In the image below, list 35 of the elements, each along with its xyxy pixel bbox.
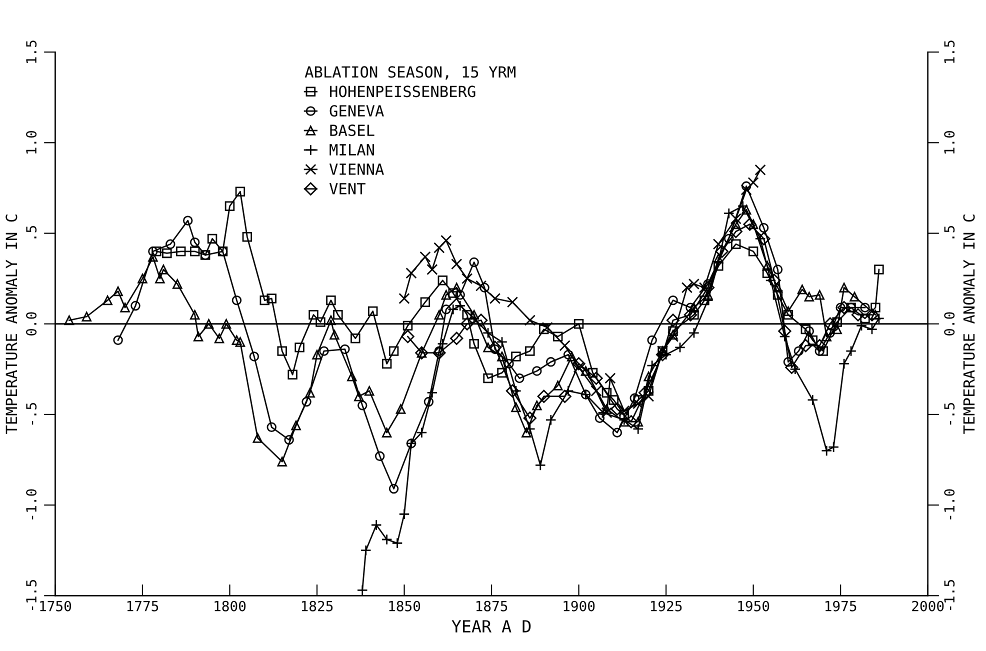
- x-tick-label: 1975: [826, 600, 856, 612]
- y2-tick-label: -.5: [944, 403, 955, 425]
- y2-tick-label: -1.0: [944, 489, 955, 520]
- legend-label: BASEL: [330, 124, 374, 136]
- x-axis-title: YEAR A D: [452, 620, 531, 632]
- y2-tick-label: 0.0: [944, 312, 955, 336]
- y-tick-label: .5: [26, 226, 37, 238]
- x-tick-label: 2000: [912, 600, 944, 612]
- x-tick-label: 1925: [650, 600, 682, 612]
- y2-tick-label: .5: [944, 226, 955, 238]
- x-tick-label: 1850: [389, 600, 420, 612]
- x-tick-label: 1800: [214, 600, 246, 612]
- y2-tick-label: -1.5: [944, 580, 955, 610]
- y-tick-label: -1.0: [26, 489, 37, 520]
- x-tick-label: 1875: [476, 600, 508, 612]
- y-tick-label: -1.5: [26, 580, 37, 610]
- y-tick-label: -.5: [26, 403, 37, 425]
- y-tick-label: 1.0: [26, 131, 37, 154]
- y2-tick-label: 1.0: [944, 131, 955, 154]
- legend-label: VIENNA: [329, 164, 384, 175]
- y-tick-label: 1.5: [26, 40, 37, 63]
- y-axis-title: TEMPERATURE ANOMALY IN C: [6, 214, 18, 434]
- legend-label: GENEVA: [330, 105, 384, 117]
- y2-tick-label: 1.5: [944, 40, 955, 63]
- x-tick-label: 1750: [40, 600, 72, 612]
- legend-label: MILAN: [330, 144, 374, 156]
- legend-title: ABLATION SEASON, 15 YRM: [304, 66, 516, 80]
- legend-label: HOHENPEISSENBERG: [330, 86, 476, 98]
- legend-label: VENT: [329, 183, 366, 194]
- y2-axis-title: TEMPERATURE ANOMALY IN C: [963, 214, 975, 434]
- x-tick-label: 1950: [738, 600, 770, 612]
- x-tick-label: 1900: [564, 600, 595, 612]
- x-tick-label: 1775: [127, 601, 158, 612]
- x-tick-label: 1825: [302, 600, 333, 612]
- y-tick-label: 0.0: [26, 312, 37, 336]
